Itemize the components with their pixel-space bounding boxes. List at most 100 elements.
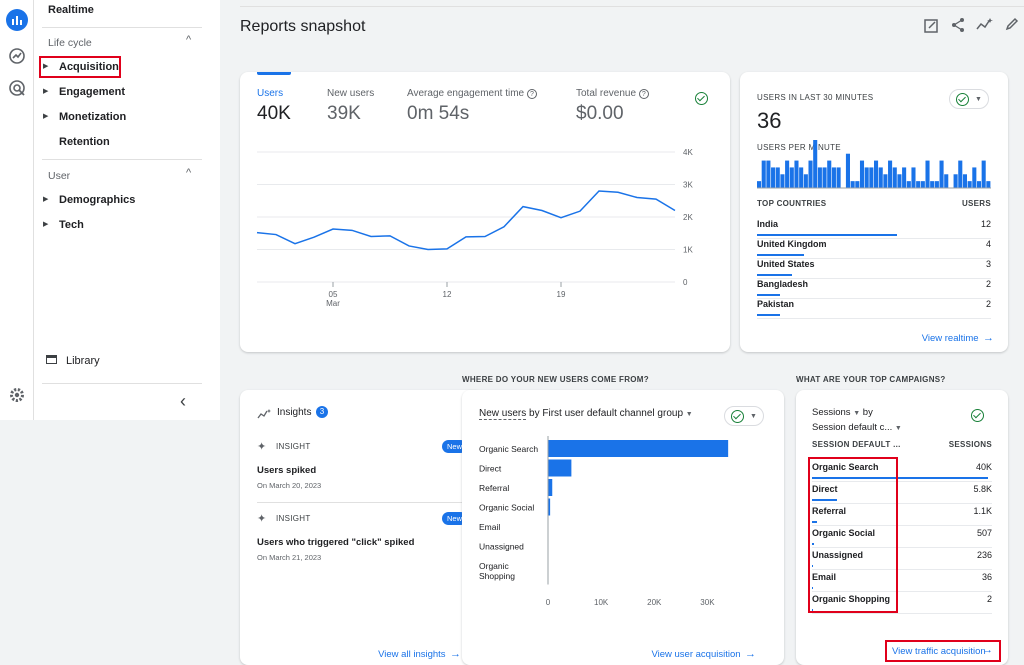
expand-caret-icon: ▶ [43,196,49,203]
country-row[interactable]: India 12 [757,219,991,239]
y-tick-label: 0 [683,278,688,287]
campaign-row[interactable]: Referral 1.1K [812,504,992,526]
row-divider [812,569,992,570]
row-divider [812,547,992,548]
acquisition-options-button[interactable]: ▼ [724,406,764,426]
campaign-row[interactable]: Organic Social 507 [812,526,992,548]
campaign-sessions: 507 [976,528,992,538]
campaign-row[interactable]: Organic Shopping 2 [812,592,992,614]
data-quality-check-icon[interactable] [971,409,984,422]
country-row[interactable]: Pakistan 2 [757,299,991,319]
nav-acquisition[interactable]: ▶ Acquisition [34,58,220,76]
metric-selector[interactable]: New users [479,408,527,420]
minute-bar [925,160,930,188]
insight-date: On March 21, 2023 [257,553,322,562]
dimension-selector: Session default c... [812,422,893,433]
minute-bar [892,167,897,188]
campaign-dimension-dropdown[interactable]: Sessions ▼ by Session default c... ▼ [812,406,902,436]
collapse-sidebar-icon[interactable]: ‹ [180,391,186,411]
tab-engagement-time[interactable]: Average engagement time ? 0m 54s [407,88,537,125]
tab-total-revenue[interactable]: Total revenue ? $0.00 [576,88,649,125]
country-row[interactable]: United Kingdom 4 [757,239,991,259]
channel-bar [548,498,551,516]
nav-demographics[interactable]: ▶ Demographics [34,191,220,209]
session-bar [812,477,989,479]
row-divider [757,238,991,239]
session-bar [812,543,815,545]
nav-monetization-label: Monetization [59,111,127,123]
campaign-row[interactable]: Organic Search 40K [812,460,992,482]
dropdown-arrow-icon: ▼ [853,410,861,417]
campaign-row[interactable]: Direct 5.8K [812,482,992,504]
minute-bar [845,153,850,188]
dimension-selector-row[interactable]: Session default c... ▼ [812,421,902,436]
new-badge: New [441,512,467,525]
nav-engagement[interactable]: ▶ Engagement [34,83,220,101]
arrow-right-icon: → [745,648,756,660]
user-section-label[interactable]: User [48,170,71,182]
campaign-sessions: 2 [986,594,992,604]
nav-tech[interactable]: ▶ Tech [34,216,220,234]
view-realtime-link[interactable]: View realtime → [922,328,994,346]
sessions-column-header[interactable]: SESSIONS [948,440,992,449]
row-divider [757,278,991,279]
campaign-sessions: 236 [976,550,992,560]
lifecycle-section-label[interactable]: Life cycle [48,37,92,49]
share-icon[interactable] [951,17,966,32]
sparkle-icon: ✦ [257,513,267,525]
minute-bar [916,181,921,188]
nav-library[interactable]: Library [34,352,220,370]
page-title: Reports snapshot [240,18,366,35]
view-traffic-acquisition-link[interactable]: View traffic acquisition → [886,644,998,662]
campaign-name: Referral [812,506,847,516]
minute-bar [822,167,827,188]
campaign-name: Organic Social [812,528,876,538]
dimension-column-header[interactable]: SESSION DEFAULT ... [812,440,901,449]
minute-bar [817,167,822,188]
expand-caret-icon: ▶ [43,113,49,120]
row-divider [812,503,992,504]
revenue-label-text: Total revenue [576,88,637,99]
dimension-selector[interactable]: by First user default channel group [529,408,684,419]
data-quality-check-icon[interactable] [695,92,708,105]
advertising-icon[interactable] [5,76,29,100]
realtime-options-button[interactable]: ▼ [949,89,989,109]
insights-sparkle-icon[interactable] [976,17,993,32]
tab-new-users[interactable]: New users 39K [327,88,374,125]
insight-headline: Users who triggered "click" spiked [257,537,415,548]
country-users: 4 [985,239,991,249]
session-bar [812,587,814,589]
insight-card[interactable]: ✦ INSIGHT New Users who triggered "click… [257,512,467,568]
check-icon [731,409,744,423]
nav-retention[interactable]: Retention [59,136,110,148]
category-label: Direct [479,464,502,474]
check-icon [956,92,969,106]
view-all-insights-link[interactable]: View all insights → [378,644,461,662]
help-icon[interactable]: ? [526,89,537,99]
tab-users[interactable]: Users 40K [257,88,291,125]
nav-realtime[interactable]: Realtime [48,4,94,16]
category-label: Unassigned [479,542,524,552]
help-icon[interactable]: ? [638,89,649,99]
acquisition-dimension-dropdown[interactable]: New users by First user default channel … [479,408,693,420]
collapse-user-icon[interactable]: ^ [186,167,192,179]
selected-tab-indicator [257,72,291,75]
view-user-acquisition-link[interactable]: View user acquisition → [651,644,756,662]
channel-bar [548,479,553,496]
row-divider [812,525,992,526]
campaign-row[interactable]: Unassigned 236 [812,548,992,570]
reports-icon[interactable] [5,8,29,32]
country-row[interactable]: Bangladesh 2 [757,279,991,299]
nav-monetization[interactable]: ▶ Monetization [34,108,220,126]
explore-icon[interactable] [5,44,29,68]
settings-icon[interactable] [5,383,29,407]
country-row[interactable]: United States 3 [757,259,991,279]
campaign-row[interactable]: Email 36 [812,570,992,592]
collapse-lifecycle-icon[interactable]: ^ [186,34,192,46]
customize-report-icon[interactable] [924,18,939,33]
engagement-label: Average engagement time ? [407,88,537,99]
y-tick-label: 1K [683,246,693,255]
insight-card[interactable]: ✦ INSIGHT New Users spiked On March 20, … [257,440,467,496]
edit-pencil-icon[interactable] [1005,17,1019,31]
sessions-selector-row[interactable]: Sessions ▼ by [812,406,902,421]
